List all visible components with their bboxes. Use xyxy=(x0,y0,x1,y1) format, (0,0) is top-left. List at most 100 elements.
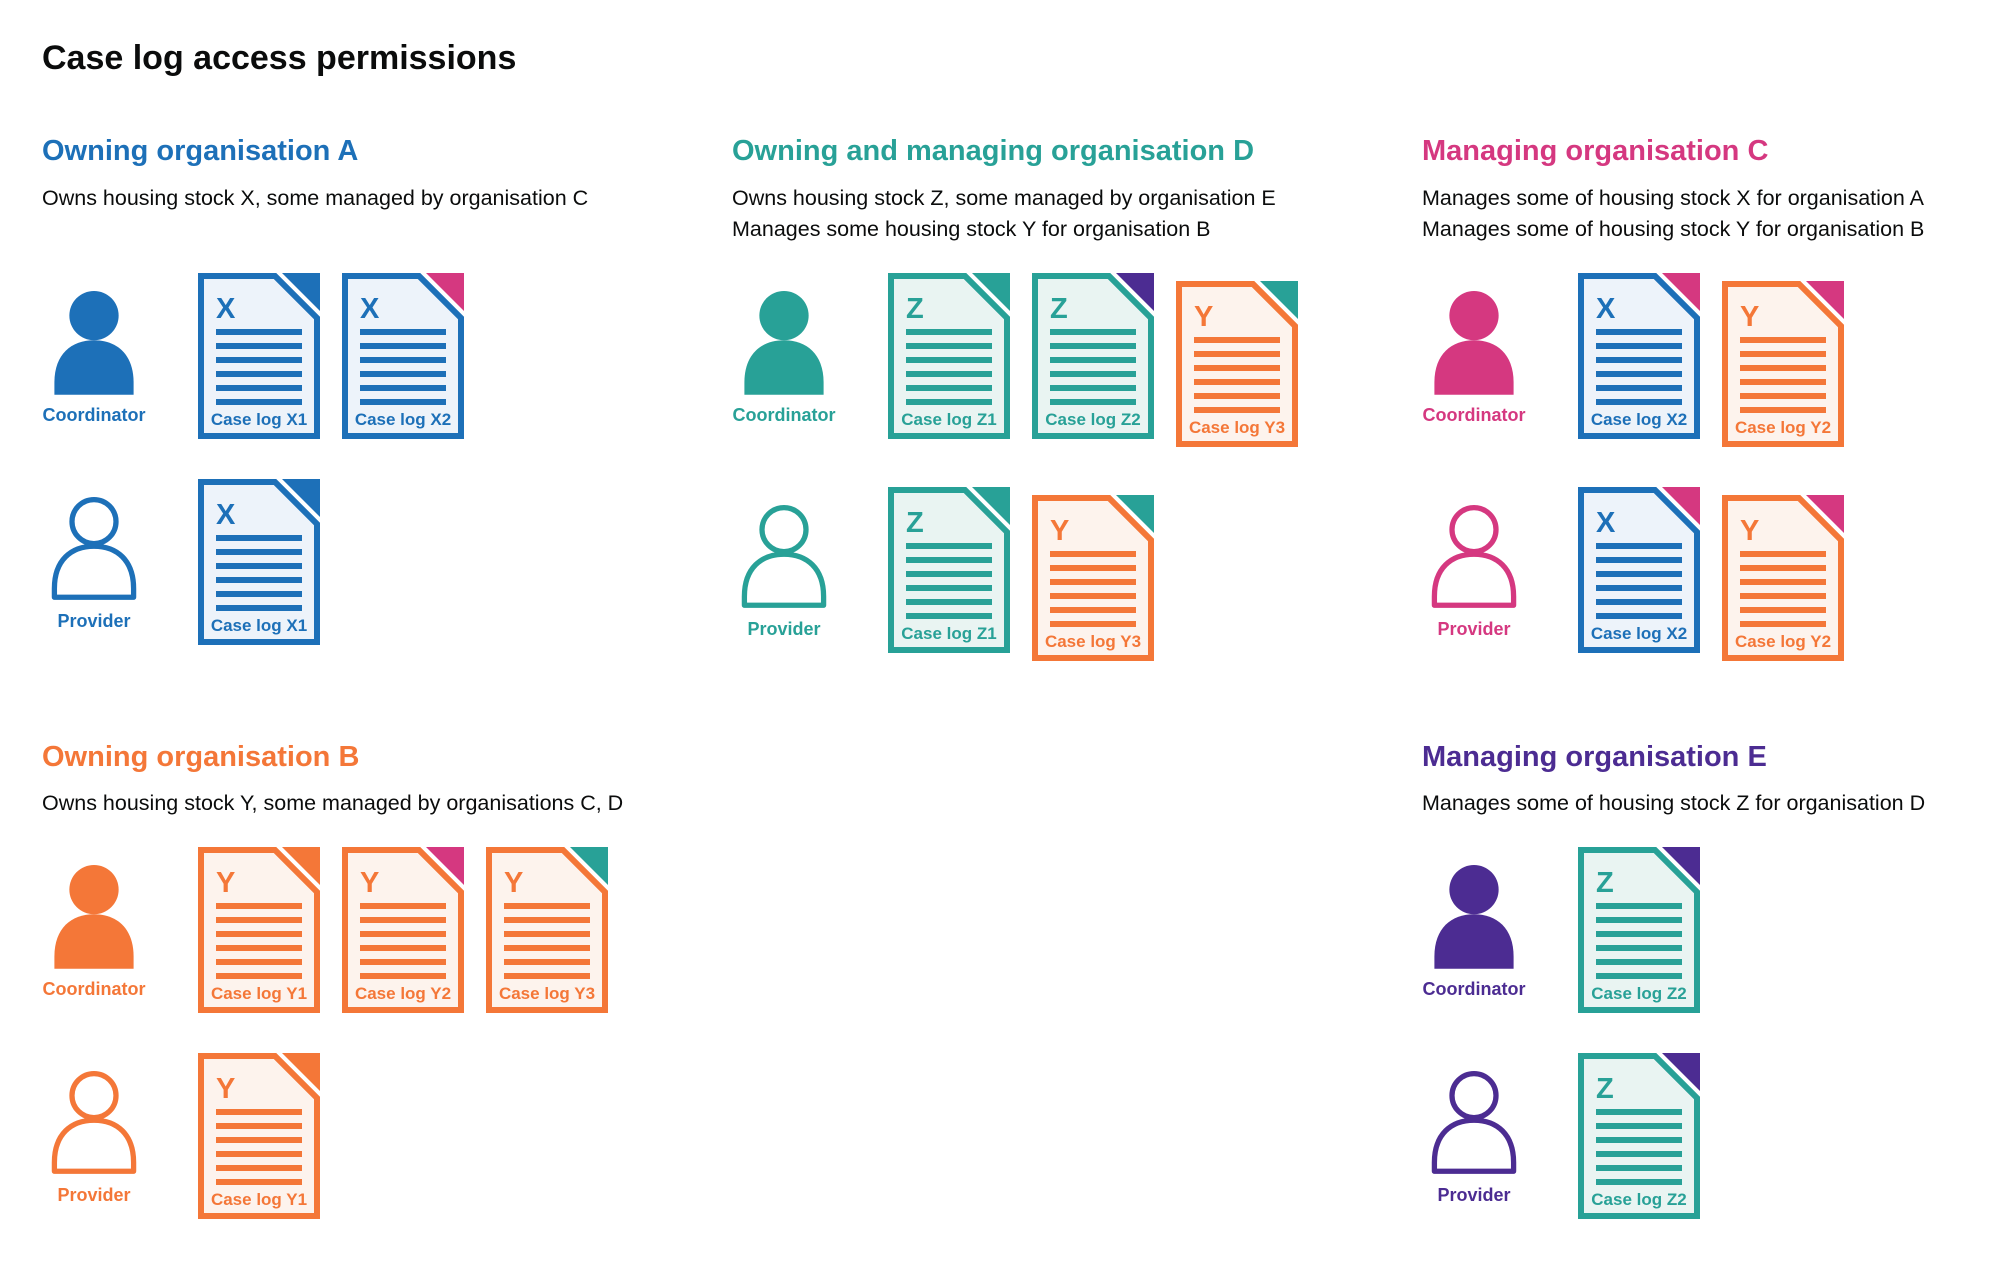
case-log-document: X Case log X1 xyxy=(198,478,320,645)
document-text-line xyxy=(1740,550,1826,557)
document-label: Case log Z1 xyxy=(901,624,996,643)
document-letter: Y xyxy=(216,867,235,899)
document-text-line xyxy=(1050,550,1136,557)
case-log-document: Y Case log Y1 xyxy=(198,1053,320,1220)
document-page xyxy=(1578,847,1700,1014)
document-text-line xyxy=(1740,364,1826,371)
document-text-line xyxy=(360,384,446,391)
document-text-line xyxy=(1596,328,1682,335)
person-filled-icon xyxy=(1434,290,1514,395)
document-icon: Z Case log Z1 xyxy=(888,272,1010,439)
role-label: Coordinator xyxy=(42,404,146,425)
document-page xyxy=(486,847,608,1014)
document-text-line xyxy=(504,973,590,980)
org-section-org-e: Managing organisation E Manages some of … xyxy=(1422,741,1982,1220)
documents-row: Z Case log Z1 Z Case log Z2 Y Case log Y… xyxy=(888,272,1298,447)
document-label: Case log Z1 xyxy=(901,410,996,429)
document-text-line xyxy=(216,548,302,555)
document-text-line xyxy=(216,328,302,335)
case-log-document: Y Case log Y2 xyxy=(1722,494,1844,661)
document-label: Case log X1 xyxy=(211,616,307,635)
folded-corner-icon xyxy=(972,272,1010,311)
folded-corner-icon xyxy=(282,847,320,886)
document-text-line xyxy=(1740,336,1826,343)
document-text-line xyxy=(1740,578,1826,585)
document-label: Case log Y1 xyxy=(211,984,307,1003)
folded-corner-icon xyxy=(1116,494,1154,533)
document-text-line xyxy=(216,356,302,363)
document-label: Case log Z2 xyxy=(1591,1190,1686,1209)
document-text-line xyxy=(216,1123,302,1130)
document-text-line xyxy=(216,576,302,583)
organisations-grid: Owning organisation A Owns housing stock… xyxy=(42,135,2000,1220)
role-row-provider: Provider Z Case log Z2 xyxy=(1422,1053,1982,1220)
person-cell: Provider xyxy=(732,487,888,640)
folded-corner-icon xyxy=(282,1053,320,1092)
person-cell: Coordinator xyxy=(1422,273,1578,426)
document-letter: Y xyxy=(504,867,523,899)
document-text-line xyxy=(1740,406,1826,413)
document-label: Case log Z2 xyxy=(1591,984,1686,1003)
role-row-coordinator: Coordinator X Case log X1 X Case log X2 xyxy=(42,272,732,439)
document-text-line xyxy=(1050,342,1136,349)
document-page xyxy=(1032,494,1154,661)
document-text-line xyxy=(1050,398,1136,405)
document-page xyxy=(198,478,320,645)
role-label: Provider xyxy=(57,1185,131,1206)
org-description-line: Manages some of housing stock X for orga… xyxy=(1422,185,1924,210)
person-outline-icon xyxy=(741,504,827,608)
document-icon: Y Case log Y1 xyxy=(198,847,320,1014)
document-letter: X xyxy=(216,293,236,325)
document-text-line xyxy=(1050,578,1136,585)
document-text-line xyxy=(1596,1123,1682,1130)
document-text-line xyxy=(906,384,992,391)
document-letter: Z xyxy=(906,507,924,539)
document-text-line xyxy=(360,959,446,966)
document-icon: Y Case log Y2 xyxy=(1722,494,1844,661)
org-description: Manages some of housing stock X for orga… xyxy=(1422,183,1982,245)
document-letter: Y xyxy=(1740,301,1759,333)
document-icon: X Case log X1 xyxy=(198,272,320,439)
org-description-line: Owns housing stock Z, some managed by or… xyxy=(732,185,1276,210)
document-text-line xyxy=(1194,336,1280,343)
folded-corner-icon xyxy=(1260,280,1298,319)
document-text-line xyxy=(504,931,590,938)
person-cell: Coordinator xyxy=(1422,847,1578,1000)
folded-corner-icon xyxy=(1662,486,1700,525)
document-page xyxy=(1722,494,1844,661)
document-text-line xyxy=(906,328,992,335)
document-label: Case log Y2 xyxy=(1735,632,1831,651)
documents-row: Z Case log Z2 xyxy=(1578,1053,1700,1220)
document-text-line xyxy=(216,342,302,349)
document-label: Case log Y3 xyxy=(499,984,595,1003)
document-text-line xyxy=(1194,392,1280,399)
org-title: Managing organisation C xyxy=(1422,135,1769,168)
document-letter: Y xyxy=(216,1073,235,1105)
org-description-line: Owns housing stock X, some managed by or… xyxy=(42,185,589,210)
document-page xyxy=(198,1053,320,1220)
document-text-line xyxy=(1740,592,1826,599)
folded-corner-icon xyxy=(282,272,320,311)
document-text-line xyxy=(906,612,992,619)
document-text-line xyxy=(1596,903,1682,910)
document-label: Case log X2 xyxy=(355,410,451,429)
document-text-line xyxy=(360,945,446,952)
document-page xyxy=(342,847,464,1014)
document-page xyxy=(198,847,320,1014)
document-text-line xyxy=(1050,620,1136,627)
document-text-line xyxy=(1194,364,1280,371)
case-log-document: Y Case log Y2 xyxy=(342,847,464,1014)
document-text-line xyxy=(906,570,992,577)
document-text-line xyxy=(360,356,446,363)
document-text-line xyxy=(216,945,302,952)
document-letter: Z xyxy=(1050,293,1068,325)
document-text-line xyxy=(504,903,590,910)
document-icon: Y Case log Y3 xyxy=(486,847,608,1014)
document-text-line xyxy=(906,370,992,377)
document-text-line xyxy=(360,328,446,335)
document-label: Case log X2 xyxy=(1591,624,1687,643)
document-letter: X xyxy=(216,499,236,531)
document-icon: Y Case log Y1 xyxy=(198,1053,320,1220)
folded-corner-icon xyxy=(282,478,320,517)
document-text-line xyxy=(504,917,590,924)
